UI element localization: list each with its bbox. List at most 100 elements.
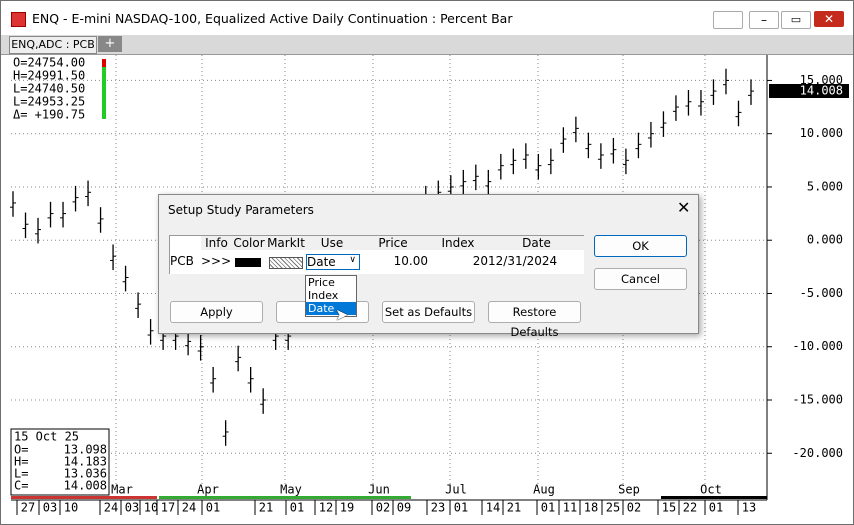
- dropdown-option[interactable]: Date: [306, 302, 356, 315]
- day-label: 03: [43, 501, 57, 515]
- day-label: 09: [397, 501, 411, 515]
- day-label: 24: [104, 501, 118, 515]
- data-box-value: 13.036: [64, 467, 107, 481]
- delta-bar: [102, 59, 106, 119]
- quote-line: L=24740.50: [13, 82, 85, 96]
- index-cell[interactable]: 20: [472, 254, 488, 268]
- link-button[interactable]: [713, 11, 743, 29]
- app-icon: [11, 12, 26, 27]
- tab-bar: ENQ,ADC : PCB +: [1, 35, 853, 55]
- dialog: Setup Study Parameters ✕ Info Color MarkIt…: [158, 194, 699, 339]
- color-swatch: [235, 258, 261, 267]
- strip-green: [159, 496, 411, 499]
- data-box-key: C=: [14, 479, 28, 493]
- day-label: 19: [340, 501, 354, 515]
- defaults-button[interactable]: Set as Defaults: [382, 301, 475, 323]
- data-box-value: 14.183: [64, 455, 107, 469]
- header-cell: Price: [358, 236, 428, 250]
- day-label: 10: [144, 501, 158, 515]
- apply-button[interactable]: Apply: [170, 301, 263, 323]
- price-cell[interactable]: 10.00: [393, 254, 428, 268]
- parameter-table: Info Color MarkIt Use Price Index Date PCB >>> Da…: [169, 235, 585, 274]
- use-dropdown-list: Price Index Date: [305, 275, 357, 317]
- day-label: 14: [486, 501, 500, 515]
- select-arrow: ∨: [349, 255, 356, 265]
- mouse-cursor: ➤: [335, 305, 349, 324]
- hatch-swatch: [269, 257, 303, 269]
- dropdown-option[interactable]: Price: [308, 276, 335, 289]
- strip-red: [11, 496, 157, 499]
- month-label: Apr: [197, 483, 219, 497]
- info-cell[interactable]: >>>: [201, 254, 232, 268]
- day-label: 17: [161, 501, 175, 515]
- quote-line: Δ= +190.75: [13, 108, 85, 122]
- ok-button[interactable]: OK: [594, 235, 687, 257]
- restore-button[interactable]: Restore Defaults: [488, 301, 581, 339]
- data-box: [10, 428, 110, 496]
- date-cell[interactable]: 12/31/2024: [488, 254, 558, 268]
- day-label: 22: [683, 501, 697, 515]
- day-label: 15: [662, 501, 676, 515]
- day-label: 02: [627, 501, 641, 515]
- day-label: 25: [606, 501, 620, 515]
- delta-bar-top: [102, 59, 106, 67]
- dialog-close[interactable]: ✕: [677, 198, 691, 217]
- data-box-date: 15 Oct 25: [14, 430, 79, 444]
- title-bar: ENQ - E-mini NASDAQ-100, Equalized Activ…: [1, 1, 853, 35]
- minimize-button[interactable]: –: [749, 11, 779, 29]
- day-label: 02: [376, 501, 390, 515]
- header-cell: Use: [306, 236, 358, 250]
- data-box-key: H=: [14, 455, 28, 469]
- day-label: 03: [125, 501, 139, 515]
- dropdown-option[interactable]: Index: [308, 289, 339, 302]
- y-tick-label: -10.000: [792, 339, 843, 353]
- day-label: 01: [206, 501, 220, 515]
- y-tick-label: -5.000: [800, 286, 843, 300]
- dialog-title: Setup Study Parameters: [168, 203, 314, 217]
- month-label: Sep: [618, 483, 640, 497]
- day-label: 21: [507, 501, 521, 515]
- header-cell: Index: [428, 236, 488, 250]
- day-label: 01: [290, 501, 304, 515]
- day-label: 23: [431, 501, 445, 515]
- data-box-value: 13.098: [64, 443, 107, 457]
- day-label: 13: [742, 501, 756, 515]
- day-label: 12: [319, 501, 333, 515]
- data-box-key: L=: [14, 467, 28, 481]
- header-cell: MarkIt: [266, 236, 306, 250]
- month-label: Mar: [111, 483, 133, 497]
- month-label: May: [280, 483, 302, 497]
- close-button[interactable]: ✕: [814, 11, 844, 27]
- price-axis: [768, 55, 853, 524]
- y-tick-label: 0.000: [807, 233, 843, 247]
- day-label: 18: [584, 501, 598, 515]
- header-cell: Date: [488, 236, 585, 250]
- row-name: PCB: [170, 254, 194, 268]
- y-tick-label: -20.000: [792, 446, 843, 460]
- day-label: 21: [259, 501, 273, 515]
- month-label: Jun: [368, 483, 390, 497]
- day-label: 01: [709, 501, 723, 515]
- use-select[interactable]: Date ∨: [306, 254, 360, 270]
- new-tab-button[interactable]: +: [98, 36, 122, 52]
- day-label: 11: [563, 501, 577, 515]
- maximize-button[interactable]: ▭: [781, 11, 811, 29]
- y-tick-label: 10.000: [800, 126, 843, 140]
- data-box-value: 14.008: [64, 479, 107, 493]
- month-label: Jul: [445, 483, 467, 497]
- month-label: Oct: [700, 483, 722, 497]
- header-cell: Info: [201, 236, 232, 250]
- month-label: Aug: [533, 483, 555, 497]
- y-tick-label: 15.000: [800, 73, 843, 87]
- header-cell: Color: [232, 236, 266, 250]
- tab[interactable]: ENQ,ADC : PCB: [9, 36, 97, 54]
- cancel-button[interactable]: Cancel: [594, 268, 687, 290]
- data-box-key: O=: [14, 443, 28, 457]
- day-label: 01: [541, 501, 555, 515]
- day-label: 27: [21, 501, 35, 515]
- y-tick-label: 5.000: [807, 179, 843, 193]
- last-price-tag: [769, 84, 849, 99]
- day-label: 24: [182, 501, 196, 515]
- window-title: ENQ - E-mini NASDAQ-100, Equalized Activ…: [32, 11, 513, 26]
